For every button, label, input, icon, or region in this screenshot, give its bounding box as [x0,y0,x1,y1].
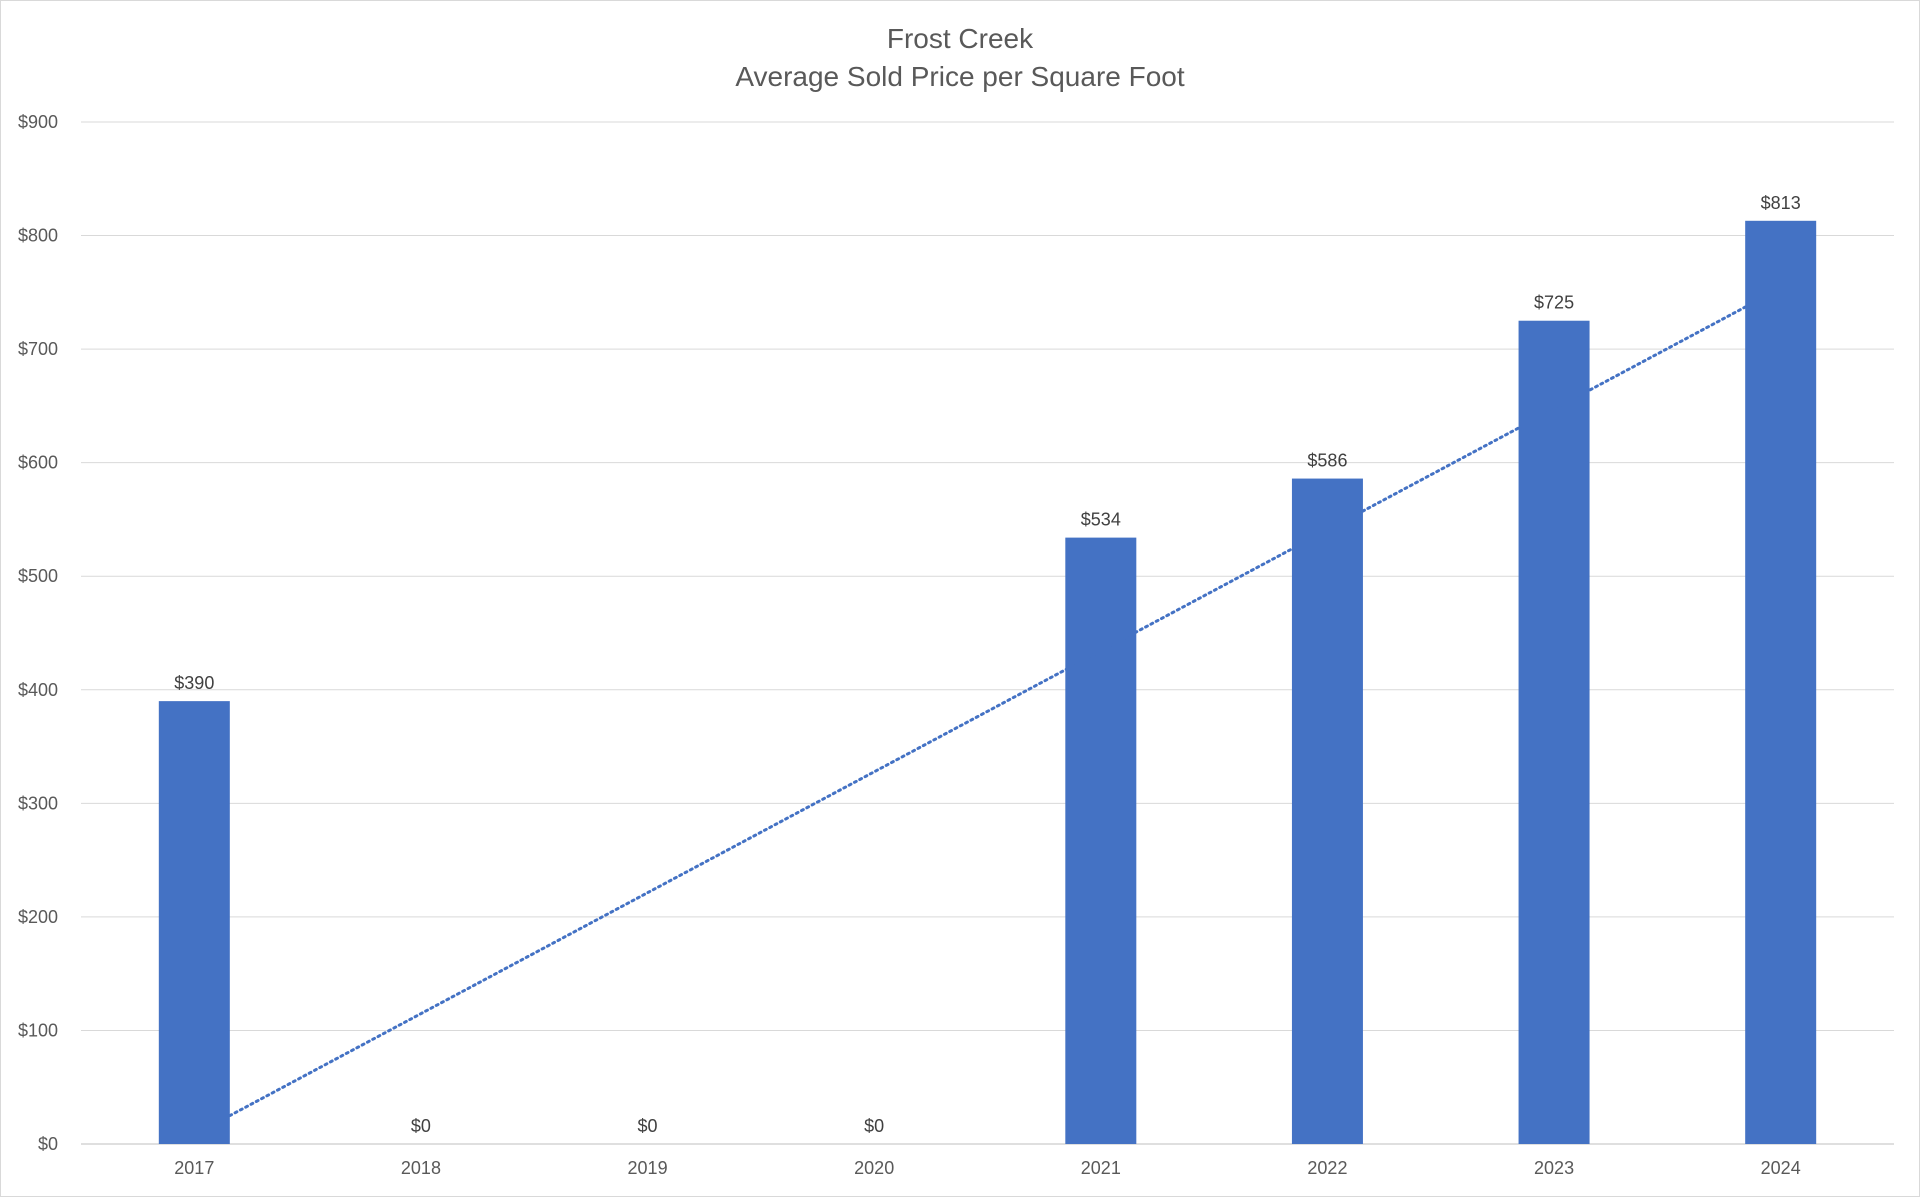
y-tick-label: $600 [18,453,58,473]
trendline [228,305,1747,1118]
data-label: $813 [1761,193,1801,213]
data-label: $586 [1307,451,1347,471]
data-label: $534 [1081,510,1121,530]
y-tick-label: $200 [18,907,58,927]
y-tick-label: $500 [18,566,58,586]
data-labels: $390 $0 $0 $0 $534 $586 $725 $813 [174,193,1800,1136]
y-tick-label: $400 [18,680,58,700]
y-axis-ticks: $0 $100 $200 $300 $400 $500 $600 $700 $800 $900 [18,112,58,1154]
data-label: $0 [411,1116,431,1136]
trendline-group [228,305,1747,1118]
y-tick-label: $900 [18,112,58,132]
bars [158,220,1817,1144]
data-label: $725 [1534,293,1574,313]
bar-2022 [1291,478,1363,1144]
x-axis-ticks: 2017 2018 2019 2020 2021 2022 2023 2024 [174,1158,1800,1178]
bar-2021 [1065,537,1137,1144]
x-tick-label: 2022 [1307,1158,1347,1178]
x-tick-label: 2019 [628,1158,668,1178]
data-label: $390 [174,673,214,693]
bar-2017 [158,701,230,1144]
y-tick-label: $700 [18,339,58,359]
y-tick-label: $100 [18,1020,58,1040]
data-label: $0 [638,1116,658,1136]
y-tick-label: $800 [18,226,58,246]
bar-2024 [1745,220,1817,1144]
y-tick-label: $0 [38,1134,58,1154]
x-tick-label: 2021 [1081,1158,1121,1178]
chart-subtitle: Average Sold Price per Square Foot [735,61,1185,92]
y-tick-label: $300 [18,793,58,813]
x-tick-label: 2023 [1534,1158,1574,1178]
chart-title: Frost Creek [887,23,1034,54]
x-tick-label: 2020 [854,1158,894,1178]
x-tick-label: 2024 [1761,1158,1801,1178]
x-tick-label: 2018 [401,1158,441,1178]
gridlines [81,121,1894,1145]
data-label: $0 [864,1116,884,1136]
x-tick-label: 2017 [174,1158,214,1178]
bar-2023 [1518,320,1590,1144]
